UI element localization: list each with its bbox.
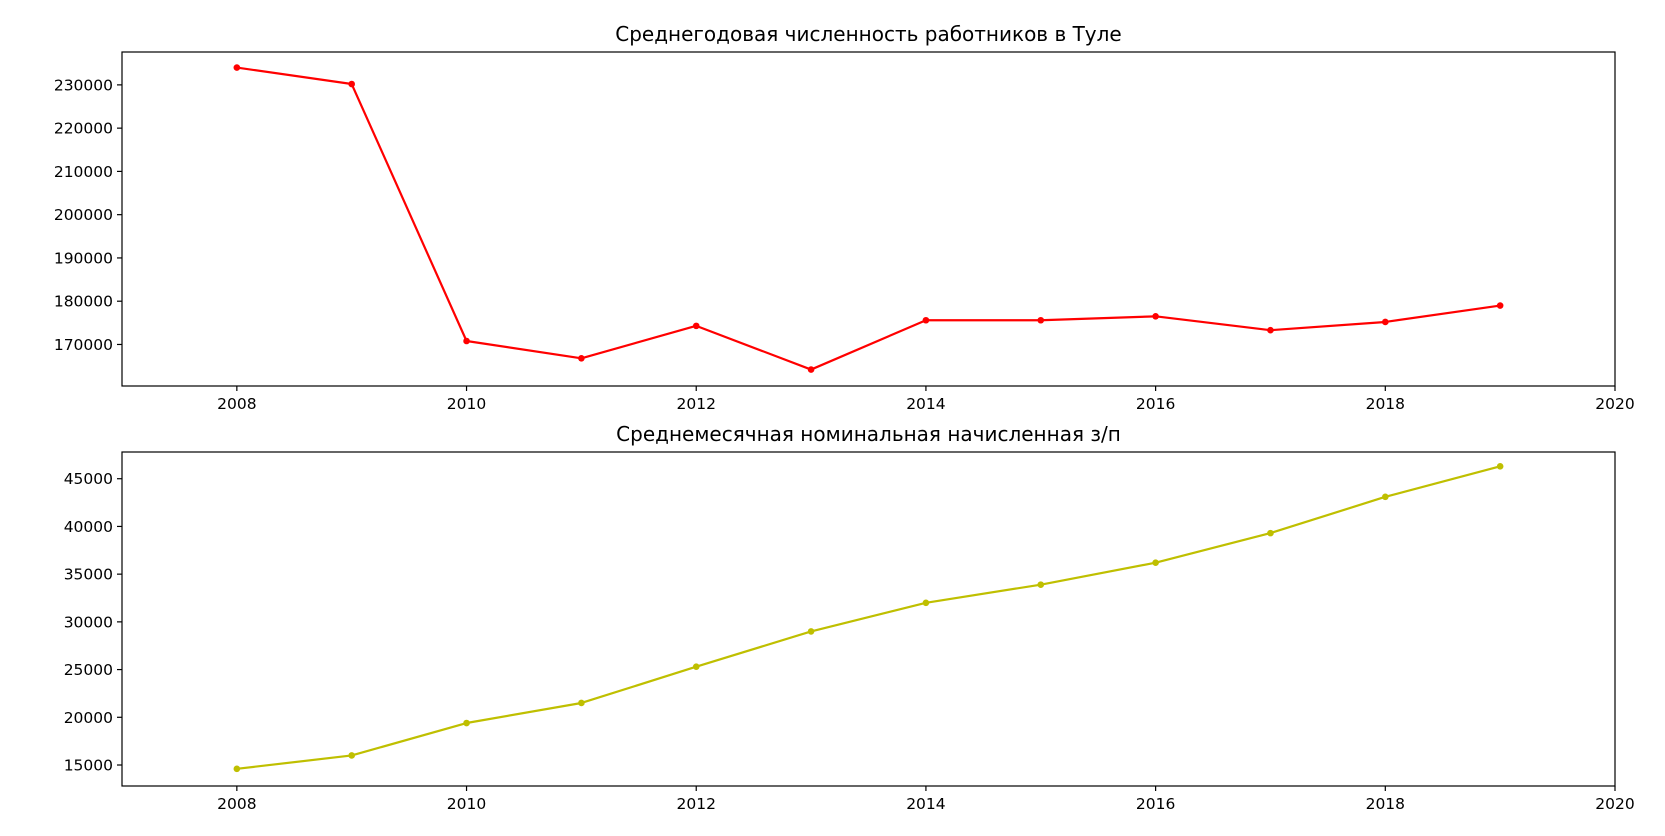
data-point [692,663,700,671]
x-tick-label: 2012 [677,395,716,413]
y-tick-label: 190000 [54,249,113,267]
chart-title: Среднемесячная номинальная начисленная з… [616,422,1121,446]
y-tick-label: 220000 [54,120,113,138]
data-point [1152,313,1159,320]
data-point [463,337,470,345]
data-point [348,752,355,759]
chart-employees: Среднегодовая численность работников в Т… [54,22,1635,413]
y-tick-label: 35000 [64,566,113,584]
y-tick-label: 210000 [54,163,113,181]
y-tick-label: 200000 [54,206,113,224]
x-tick-label: 2008 [217,395,256,413]
chart-salary: Среднемесячная номинальная начисленная з… [64,422,1635,813]
x-tick-label: 2020 [1595,395,1634,413]
y-tick-label: 230000 [54,76,113,94]
data-point [233,64,241,71]
x-tick-label: 2016 [1136,395,1175,413]
chart-title: Среднегодовая численность работников в Т… [615,22,1121,46]
data-point [1496,463,1504,470]
data-point [1382,318,1389,326]
data-point [922,599,930,607]
x-tick-label: 2008 [217,795,256,813]
x-tick-label: 2014 [906,795,945,813]
data-point [1267,529,1274,537]
y-tick-label: 15000 [64,757,113,775]
x-tick-label: 2010 [447,795,486,813]
data-point [348,80,355,88]
series-line [236,465,1501,770]
plot-frame [121,51,1616,387]
x-tick-label: 2020 [1595,795,1634,813]
data-point [692,322,700,330]
data-point [807,366,815,373]
x-tick-label: 2016 [1136,795,1175,813]
y-tick-label: 170000 [54,336,113,354]
data-point [578,355,585,362]
y-tick-label: 40000 [64,518,113,536]
plot-frame [121,451,1616,787]
data-point [463,719,470,727]
data-point [1382,493,1389,501]
data-point [922,316,930,324]
data-point [1037,581,1045,588]
y-tick-label: 20000 [64,709,113,727]
x-tick-label: 2014 [906,395,945,413]
y-tick-label: 45000 [64,470,113,488]
y-tick-label: 180000 [54,293,113,311]
data-point [1267,326,1274,334]
data-point [578,699,585,707]
data-point [807,628,815,635]
data-point [233,765,241,773]
y-tick-label: 25000 [64,661,113,679]
data-point [1152,559,1159,566]
x-tick-label: 2018 [1366,395,1405,413]
x-tick-label: 2012 [677,795,716,813]
y-tick-label: 30000 [64,613,113,631]
x-tick-label: 2010 [447,395,486,413]
series-line [236,66,1501,371]
x-tick-label: 2018 [1366,795,1405,813]
data-point [1496,302,1504,309]
data-point [1037,316,1045,324]
